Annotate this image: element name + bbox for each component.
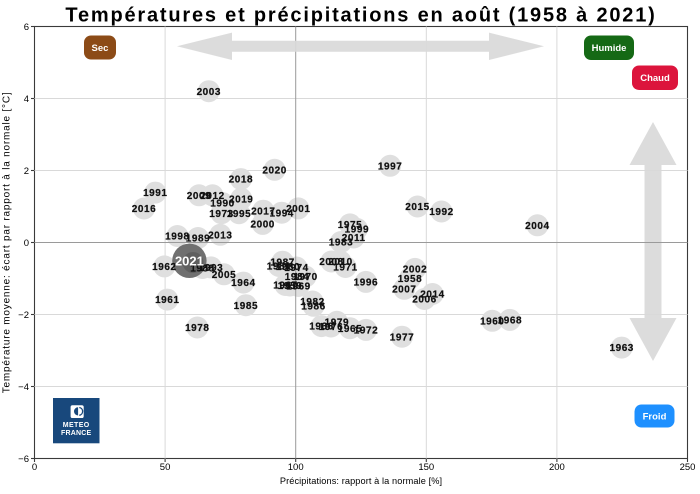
svg-text:1995: 1995 [227, 209, 251, 220]
svg-text:1958: 1958 [398, 274, 422, 285]
svg-text:2009: 2009 [187, 191, 211, 202]
svg-text:2019: 2019 [229, 194, 253, 205]
svg-text:2011: 2011 [342, 233, 366, 244]
svg-text:1993: 1993 [199, 263, 223, 274]
svg-text:2003: 2003 [197, 87, 221, 98]
svg-text:50: 50 [160, 462, 171, 473]
svg-text:1999: 1999 [345, 225, 369, 236]
svg-text:FRANCE: FRANCE [61, 430, 91, 437]
svg-text:1972: 1972 [354, 326, 378, 337]
svg-text:2021: 2021 [175, 253, 204, 268]
svg-text:1989: 1989 [186, 234, 210, 245]
svg-text:2020: 2020 [262, 165, 286, 176]
svg-text:2005: 2005 [212, 270, 236, 281]
svg-text:1965: 1965 [338, 324, 362, 335]
svg-text:2000: 2000 [250, 220, 274, 231]
svg-text:1962: 1962 [152, 262, 176, 273]
svg-text:1978: 1978 [185, 323, 209, 334]
svg-text:1998: 1998 [165, 232, 189, 243]
svg-text:1963: 1963 [609, 343, 633, 354]
svg-text:2010: 2010 [328, 257, 352, 268]
svg-text:1994: 1994 [269, 208, 293, 219]
svg-text:1960: 1960 [480, 316, 504, 327]
svg-text:1992: 1992 [429, 207, 453, 218]
svg-text:2001: 2001 [286, 204, 310, 215]
svg-text:−4: −4 [18, 382, 29, 393]
svg-text:Humide: Humide [592, 43, 627, 54]
svg-text:Précipitations: rapport à la n: Précipitations: rapport à la normale [%] [280, 476, 442, 486]
svg-text:Sec: Sec [92, 43, 109, 54]
svg-text:1968: 1968 [498, 316, 522, 327]
svg-text:2016: 2016 [132, 204, 156, 215]
svg-text:250: 250 [680, 462, 696, 473]
svg-text:1975: 1975 [338, 220, 362, 231]
svg-text:Températures et précipitations: Températures et précipitations en août (… [65, 5, 656, 27]
svg-text:1964: 1964 [231, 278, 255, 289]
svg-text:1969: 1969 [286, 282, 310, 293]
svg-text:−6: −6 [18, 454, 29, 465]
svg-text:0: 0 [24, 238, 29, 249]
svg-text:100: 100 [288, 462, 304, 473]
svg-text:6: 6 [24, 22, 29, 33]
svg-text:1991: 1991 [143, 188, 167, 199]
svg-text:1984: 1984 [285, 272, 309, 283]
svg-text:2012: 2012 [200, 191, 224, 202]
svg-text:2015: 2015 [405, 202, 429, 213]
svg-text:1976: 1976 [319, 322, 343, 333]
svg-text:2006: 2006 [412, 295, 436, 306]
svg-text:1987: 1987 [270, 257, 294, 268]
svg-text:1966: 1966 [309, 322, 333, 333]
svg-text:200: 200 [549, 462, 565, 473]
svg-text:2008: 2008 [319, 257, 343, 268]
svg-text:1983: 1983 [329, 238, 353, 249]
svg-text:1980: 1980 [276, 262, 300, 273]
svg-text:150: 150 [418, 462, 434, 473]
svg-text:1971: 1971 [333, 263, 357, 274]
svg-text:1973: 1973 [209, 209, 233, 220]
svg-text:1961: 1961 [155, 295, 179, 306]
svg-text:2007: 2007 [392, 284, 416, 295]
svg-text:Température moyenne: écart par: Température moyenne: écart par rapport à… [2, 92, 13, 394]
svg-text:METEO: METEO [63, 422, 90, 429]
svg-text:1979: 1979 [325, 317, 349, 328]
svg-text:1967: 1967 [273, 281, 297, 292]
svg-text:2018: 2018 [229, 175, 253, 186]
svg-text:1986: 1986 [301, 301, 325, 312]
svg-text:1970: 1970 [293, 272, 317, 283]
svg-text:1959: 1959 [278, 281, 302, 292]
svg-text:0: 0 [32, 462, 37, 473]
svg-text:1997: 1997 [378, 161, 402, 172]
svg-text:Chaud: Chaud [640, 73, 670, 84]
svg-text:−2: −2 [18, 310, 29, 321]
svg-text:1981: 1981 [267, 262, 291, 273]
svg-text:1985: 1985 [234, 301, 258, 312]
svg-text:1982: 1982 [300, 297, 324, 308]
svg-text:1988: 1988 [190, 264, 214, 275]
svg-text:Froid: Froid [643, 411, 667, 422]
svg-text:1996: 1996 [354, 278, 378, 289]
svg-text:2002: 2002 [403, 265, 427, 276]
svg-text:4: 4 [24, 94, 29, 105]
svg-text:1974: 1974 [284, 263, 308, 274]
svg-text:2017: 2017 [251, 206, 275, 217]
svg-text:2013: 2013 [208, 230, 232, 241]
svg-text:2004: 2004 [525, 221, 549, 232]
svg-text:2014: 2014 [420, 290, 444, 301]
svg-text:1977: 1977 [390, 332, 414, 343]
svg-text:1990: 1990 [210, 199, 234, 210]
svg-text:2: 2 [24, 166, 29, 177]
